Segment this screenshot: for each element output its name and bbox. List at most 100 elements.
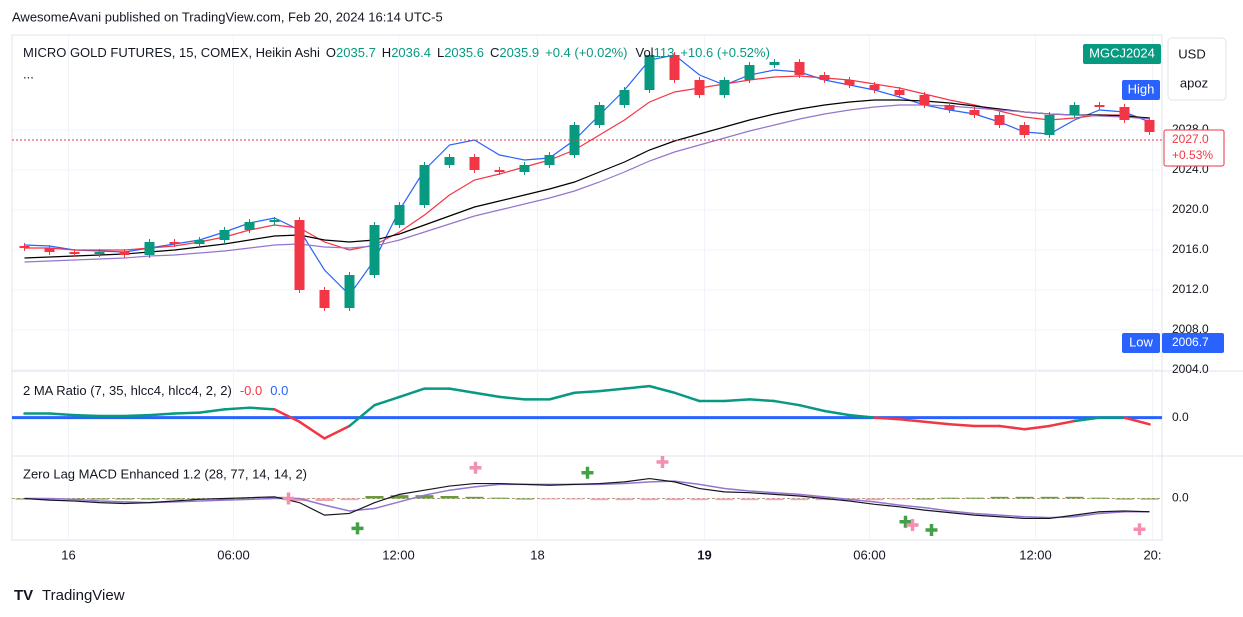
ratio-segment (598, 387, 626, 393)
more: ... (23, 66, 34, 81)
signal-cross (656, 455, 669, 468)
c-label: C (490, 45, 499, 60)
histogram-bar (1065, 496, 1084, 499)
last-change: +0.53% (1172, 148, 1213, 162)
signal-cross (469, 461, 482, 474)
ratio-value: 0.0 (270, 383, 288, 398)
candle-body (619, 90, 630, 105)
macd-line (24, 477, 1150, 520)
y-tick-label: 0.0 (1172, 491, 1189, 505)
candle-body (469, 157, 480, 170)
x-tick-label: 20: (1143, 547, 1161, 562)
histogram-bar (590, 498, 609, 501)
histogram-bar (865, 498, 884, 501)
histogram-bar (1040, 496, 1059, 499)
x-tick-label: 19 (697, 547, 711, 562)
candle-body (494, 170, 505, 172)
candle-body (244, 222, 255, 230)
signal-cross (899, 515, 912, 528)
change: +0.4 (+0.02%) (545, 45, 627, 60)
ratio-segment (48, 412, 76, 417)
x-tick-label: 06:00 (853, 547, 886, 562)
ma-line (24, 54, 1150, 296)
histogram-bar (815, 498, 834, 501)
candle-body (169, 242, 180, 244)
signal-cross (925, 524, 938, 537)
vol-label: Vol (636, 45, 654, 60)
histogram-bar (165, 498, 184, 500)
ratio-segment (173, 411, 201, 415)
histogram-bar (665, 498, 684, 501)
h-label: H (382, 45, 391, 60)
candle-body (69, 252, 80, 254)
candle-body (294, 220, 305, 290)
candle-body (369, 225, 380, 275)
ratio-segment (73, 413, 101, 418)
candle-body (19, 246, 30, 248)
histogram-bar (1140, 498, 1159, 500)
logo: TV (14, 587, 33, 604)
candle-body (319, 290, 330, 308)
ma-line (24, 104, 1150, 263)
x-tick-label: 16 (61, 547, 75, 562)
histogram-bar (340, 498, 359, 501)
histogram-bar (540, 498, 559, 500)
candle-body (444, 157, 455, 165)
y-tick-label: 2012.0 (1172, 282, 1209, 296)
histogram-bar (90, 498, 109, 500)
ratio-segment (248, 406, 276, 411)
histogram-bar (940, 497, 959, 499)
candle-body (669, 55, 680, 80)
ratio-value: -0.0 (240, 383, 262, 398)
histogram-bar (640, 498, 659, 501)
histogram-bar (765, 498, 784, 501)
x-tick-label: 12:00 (1019, 547, 1052, 562)
candle-body (869, 85, 880, 90)
candle-body (644, 55, 655, 90)
low-price: 2006.7 (1172, 335, 1209, 349)
histogram-bar (790, 498, 809, 501)
ratio-segment (123, 413, 151, 418)
footer: TradingView (42, 587, 125, 604)
candle-body (744, 65, 755, 80)
candle-body (144, 242, 155, 255)
ratio-segment (198, 408, 226, 414)
ratio-segment (648, 384, 676, 394)
histogram-bar (715, 498, 734, 501)
candle-body (819, 75, 830, 80)
ratio-segment (323, 424, 351, 440)
ratio-segment (223, 406, 251, 411)
ticker: MGCJ2024 (1089, 45, 1155, 60)
candle-body (894, 90, 905, 95)
plot: 2004.02008.02012.02016.02020.02024.02028… (12, 35, 1225, 562)
ratio-segment (998, 424, 1026, 431)
candle-body (569, 125, 580, 155)
candle-body (394, 205, 405, 225)
candle-body (194, 240, 205, 244)
o: 2035.7 (336, 45, 376, 60)
candle-body (519, 165, 530, 172)
ma-line (24, 75, 1150, 251)
ratio-segment (1073, 416, 1101, 423)
histogram-bar (690, 498, 709, 501)
histogram-bar (265, 496, 284, 499)
overlay: MICRO GOLD FUTURES, 15, COMEX, Heikin As… (14, 37, 1227, 604)
y-tick-label: 2008.0 (1172, 322, 1209, 336)
histogram-bar (890, 498, 909, 500)
macd-title: Zero Lag MACD Enhanced 1.2 (28, 77, 14, … (23, 466, 307, 481)
ratio-segment (848, 413, 876, 419)
histogram-bar (140, 498, 159, 500)
candle-body (544, 155, 555, 165)
last-price-box (1163, 129, 1225, 167)
candle-body (269, 220, 280, 222)
ratio-segment (723, 398, 751, 403)
histogram-bar (390, 495, 409, 499)
currency-box[interactable] (1167, 37, 1227, 101)
candle-body (44, 248, 55, 252)
histogram-bar (365, 496, 384, 499)
candle-body (1119, 107, 1130, 120)
symbol-name: MICRO GOLD FUTURES, 15, COMEX, Heikin As… (23, 45, 320, 60)
histogram-bar (440, 496, 459, 499)
